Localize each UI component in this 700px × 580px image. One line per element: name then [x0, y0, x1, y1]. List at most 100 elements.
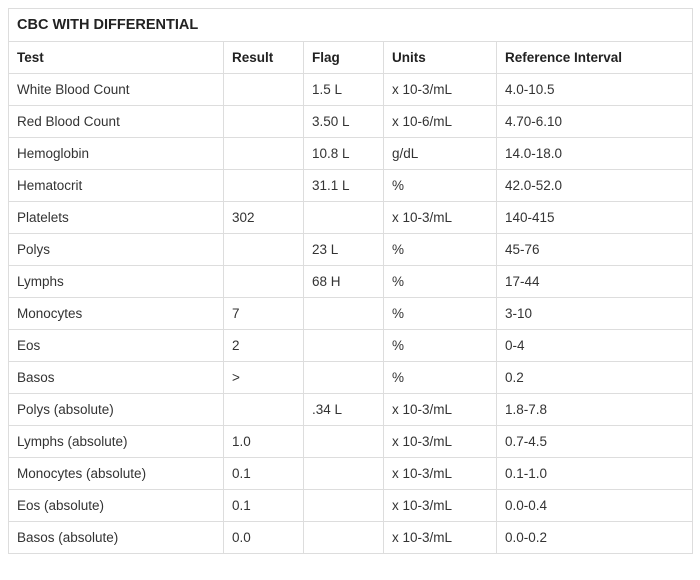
table-row: Monocytes (absolute)0.1 x 10-3/mL0.1-1.0 [9, 458, 693, 490]
cell-test: Red Blood Count [9, 106, 224, 138]
cell-flag [304, 522, 384, 554]
table-row: Basos>%0.2 [9, 362, 693, 394]
cell-flag: 31.1 L [304, 170, 384, 202]
cell-units: % [384, 266, 497, 298]
cell-units: x 10-3/mL [384, 458, 497, 490]
cell-ref: 0.1-1.0 [497, 458, 693, 490]
cell-flag: 3.50 L [304, 106, 384, 138]
cell-test: Eos (absolute) [9, 490, 224, 522]
cell-ref: 0.2 [497, 362, 693, 394]
cell-flag [304, 298, 384, 330]
table-row: Polys (absolute) .34 Lx 10-3/mL1.8-7.8 [9, 394, 693, 426]
cell-result: > [224, 362, 304, 394]
table-row: Red Blood Count 3.50 Lx 10-6/mL4.70-6.10 [9, 106, 693, 138]
table-title: CBC WITH DIFFERENTIAL [9, 9, 693, 42]
cell-test: Hematocrit [9, 170, 224, 202]
col-ref: Reference Interval [497, 42, 693, 74]
cell-flag [304, 202, 384, 234]
cbc-table: CBC WITH DIFFERENTIAL Test Result Flag U… [8, 8, 693, 554]
cell-result: 7 [224, 298, 304, 330]
cell-units: x 10-3/mL [384, 522, 497, 554]
cell-units: % [384, 330, 497, 362]
table-row: Monocytes7%3-10 [9, 298, 693, 330]
table-row: Platelets302 x 10-3/mL140-415 [9, 202, 693, 234]
cell-units: g/dL [384, 138, 497, 170]
cell-result [224, 234, 304, 266]
col-result: Result [224, 42, 304, 74]
cell-result [224, 266, 304, 298]
table-row: Lymphs (absolute)1.0 x 10-3/mL0.7-4.5 [9, 426, 693, 458]
cell-ref: 0-4 [497, 330, 693, 362]
cell-units: x 10-3/mL [384, 490, 497, 522]
cell-units: x 10-3/mL [384, 74, 497, 106]
cell-flag [304, 458, 384, 490]
cell-test: Monocytes (absolute) [9, 458, 224, 490]
cell-test: Basos (absolute) [9, 522, 224, 554]
cell-ref: 4.70-6.10 [497, 106, 693, 138]
cell-ref: 140-415 [497, 202, 693, 234]
cell-flag: .34 L [304, 394, 384, 426]
cell-ref: 1.8-7.8 [497, 394, 693, 426]
cell-flag [304, 426, 384, 458]
col-flag: Flag [304, 42, 384, 74]
cell-test: Polys (absolute) [9, 394, 224, 426]
cell-result: 0.1 [224, 458, 304, 490]
cell-result: 2 [224, 330, 304, 362]
table-row: Eos (absolute)0.1 x 10-3/mL0.0-0.4 [9, 490, 693, 522]
cell-result [224, 106, 304, 138]
cell-result: 1.0 [224, 426, 304, 458]
cell-test: Monocytes [9, 298, 224, 330]
table-row: Hematocrit 31.1 L%42.0-52.0 [9, 170, 693, 202]
cell-ref: 0.7-4.5 [497, 426, 693, 458]
cbc-table-body: CBC WITH DIFFERENTIAL Test Result Flag U… [9, 9, 693, 554]
cell-result [224, 138, 304, 170]
cell-units: x 10-3/mL [384, 426, 497, 458]
cell-result [224, 170, 304, 202]
cell-units: x 10-6/mL [384, 106, 497, 138]
cell-result [224, 74, 304, 106]
title-row: CBC WITH DIFFERENTIAL [9, 9, 693, 42]
cell-flag [304, 490, 384, 522]
cell-ref: 45-76 [497, 234, 693, 266]
cell-units: x 10-3/mL [384, 202, 497, 234]
header-row: Test Result Flag Units Reference Interva… [9, 42, 693, 74]
col-test: Test [9, 42, 224, 74]
table-row: Basos (absolute)0.0 x 10-3/mL0.0-0.2 [9, 522, 693, 554]
cell-flag: 68 H [304, 266, 384, 298]
cell-flag [304, 330, 384, 362]
cell-test: Polys [9, 234, 224, 266]
cell-flag: 23 L [304, 234, 384, 266]
cell-ref: 42.0-52.0 [497, 170, 693, 202]
col-units: Units [384, 42, 497, 74]
table-row: Lymphs 68 H%17-44 [9, 266, 693, 298]
cell-ref: 17-44 [497, 266, 693, 298]
table-row: Eos2%0-4 [9, 330, 693, 362]
table-row: Hemoglobin 10.8 Lg/dL14.0-18.0 [9, 138, 693, 170]
cell-test: Basos [9, 362, 224, 394]
cell-result [224, 394, 304, 426]
cell-units: % [384, 170, 497, 202]
cell-test: Platelets [9, 202, 224, 234]
cell-test: White Blood Count [9, 74, 224, 106]
table-row: White Blood Count 1.5 Lx 10-3/mL4.0-10.5 [9, 74, 693, 106]
cell-test: Lymphs [9, 266, 224, 298]
cell-ref: 14.0-18.0 [497, 138, 693, 170]
cell-ref: 0.0-0.4 [497, 490, 693, 522]
cell-result: 0.1 [224, 490, 304, 522]
cell-test: Lymphs (absolute) [9, 426, 224, 458]
cell-test: Hemoglobin [9, 138, 224, 170]
cell-units: x 10-3/mL [384, 394, 497, 426]
cell-flag: 10.8 L [304, 138, 384, 170]
cell-test: Eos [9, 330, 224, 362]
cell-units: % [384, 362, 497, 394]
cell-flag: 1.5 L [304, 74, 384, 106]
cell-units: % [384, 234, 497, 266]
cell-result: 302 [224, 202, 304, 234]
cell-ref: 0.0-0.2 [497, 522, 693, 554]
cell-units: % [384, 298, 497, 330]
cell-ref: 3-10 [497, 298, 693, 330]
cell-ref: 4.0-10.5 [497, 74, 693, 106]
table-row: Polys 23 L%45-76 [9, 234, 693, 266]
cell-flag [304, 362, 384, 394]
cell-result: 0.0 [224, 522, 304, 554]
